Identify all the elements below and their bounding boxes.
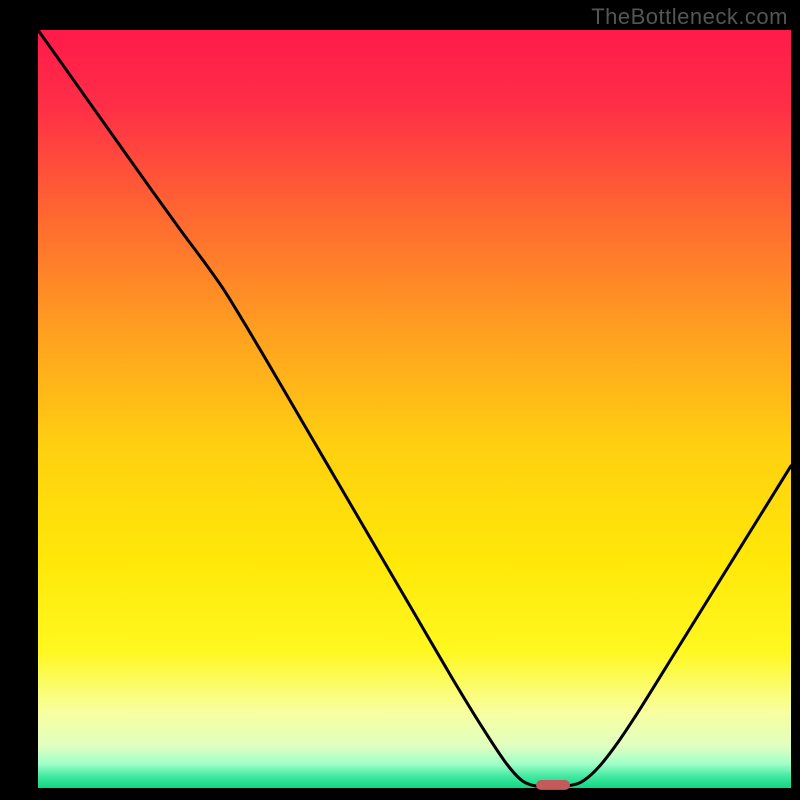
bottleneck-chart — [0, 0, 800, 800]
optimal-marker — [536, 780, 570, 790]
watermark-text: TheBottleneck.com — [591, 4, 788, 30]
chart-container: TheBottleneck.com — [0, 0, 800, 800]
plot-background-gradient — [38, 30, 791, 788]
